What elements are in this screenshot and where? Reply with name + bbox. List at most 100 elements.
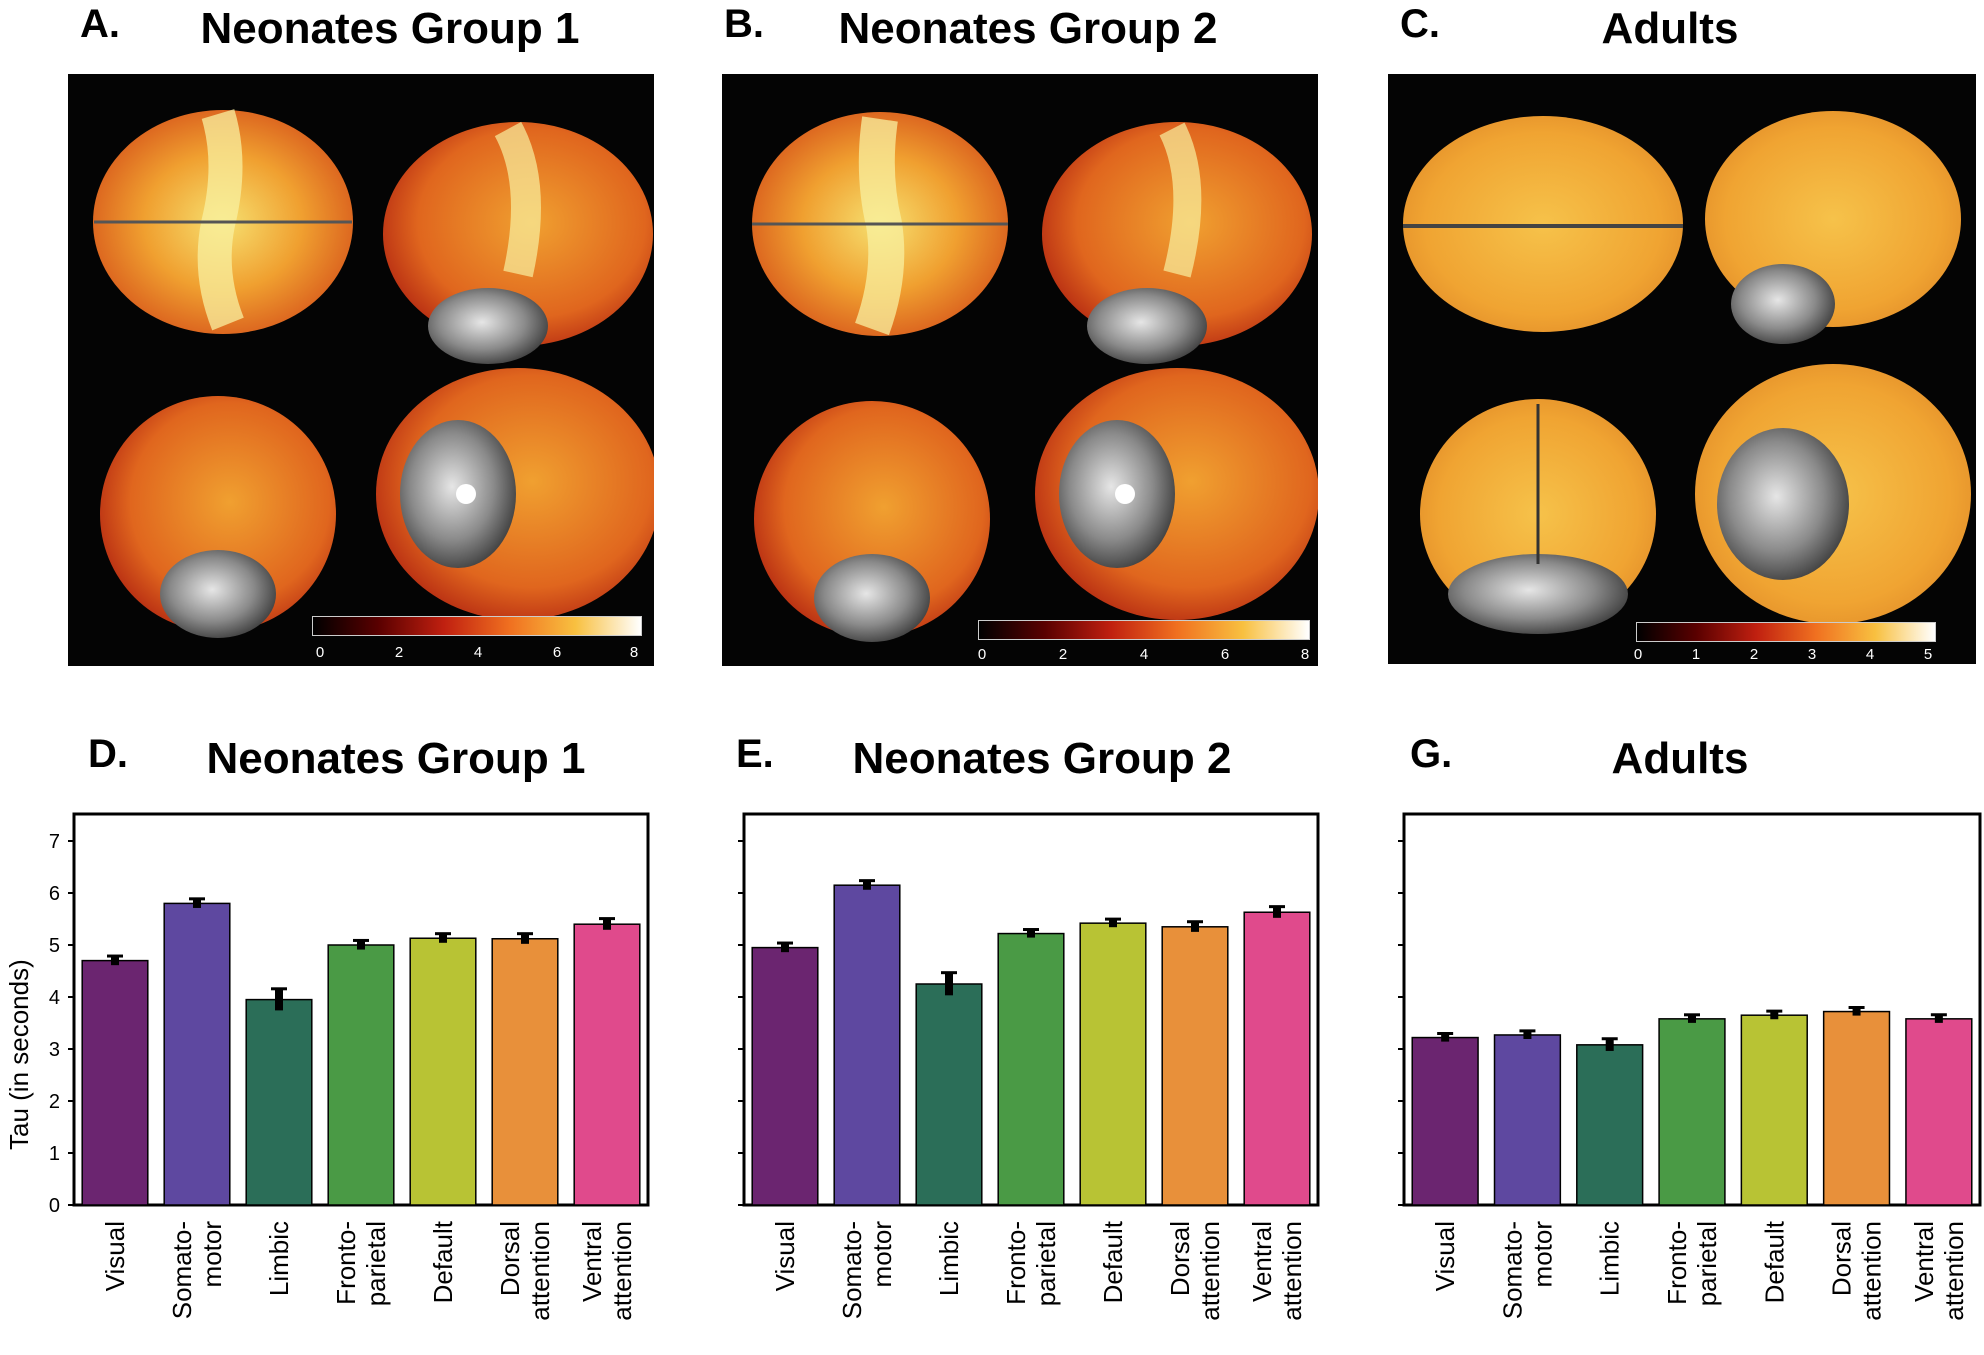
x-tick-label-line: motor <box>1527 1221 1557 1288</box>
x-tick-label-line: Visual <box>1430 1221 1460 1291</box>
x-tick-label: Default <box>1098 1220 1128 1303</box>
x-tick-label: Ventral attention <box>1909 1221 1969 1321</box>
colorbar-tick: 0 <box>315 644 325 661</box>
x-tick-label: Visual <box>100 1221 130 1291</box>
colorbar-tick: 0 <box>977 646 987 663</box>
x-tick-label-line: Somato- <box>1497 1221 1527 1319</box>
x-tick-label-line: Fronto- <box>1662 1221 1692 1305</box>
panel-letter-d: D. <box>88 732 128 776</box>
y-tick-label: 5 <box>49 935 60 957</box>
bar <box>81 959 149 1206</box>
bar <box>409 937 477 1206</box>
colorbar-tick: 2 <box>1749 646 1759 663</box>
x-tick-label: Default <box>1759 1220 1789 1303</box>
bar <box>1079 922 1147 1206</box>
x-tick-label: Default <box>428 1220 458 1303</box>
bar-chart-e: Visual Somato-motor Limbic Fronto-parietal D… <box>738 812 1320 1321</box>
x-tick-label-line: Dorsal <box>1827 1221 1857 1296</box>
brain-renderings-b <box>752 112 1318 642</box>
bar <box>997 932 1065 1206</box>
x-tick-label-line: Dorsal <box>1165 1221 1195 1296</box>
x-tick-label-line: Somato- <box>837 1221 867 1319</box>
x-tick-label: Visual <box>1430 1221 1460 1291</box>
x-tick-label-line: attention <box>1277 1221 1307 1321</box>
bar <box>245 998 313 1206</box>
panel-title-d: Neonates Group 1 <box>206 734 586 783</box>
bar <box>1740 1014 1808 1206</box>
x-tick-label-line: Ventral <box>577 1221 607 1302</box>
colorbar-tick: 4 <box>473 644 483 661</box>
x-tick-label-line: Limbic <box>934 1221 964 1296</box>
brain-renderings-c <box>1403 111 1971 634</box>
brain-image-panel-b: 0 2 4 6 8 <box>722 74 1318 666</box>
x-tick-label-line: attention <box>1857 1221 1887 1321</box>
bar <box>1243 911 1311 1206</box>
bar <box>1576 1044 1644 1206</box>
x-tick-label-line: Visual <box>770 1221 800 1291</box>
panel-title-e: Neonates Group 2 <box>852 734 1232 783</box>
x-tick-label: Somato-motor <box>1497 1221 1557 1320</box>
bar <box>751 946 819 1206</box>
x-tick-label-line: Default <box>1759 1220 1789 1303</box>
x-tick-label: Limbic <box>264 1221 294 1296</box>
bar <box>915 983 983 1206</box>
colorbar-tick: 5 <box>1923 646 1933 663</box>
x-tick-label: Visual <box>770 1221 800 1291</box>
x-tick-label-line: Dorsal <box>495 1221 525 1296</box>
bar <box>573 923 641 1206</box>
colorbar-tick: 1 <box>1691 646 1701 663</box>
bar <box>1905 1018 1973 1206</box>
x-tick-label-line: attention <box>1939 1221 1969 1321</box>
bar <box>163 902 231 1206</box>
panel-title-a: Neonates Group 1 <box>200 4 580 53</box>
x-tick-label-line: attention <box>1195 1221 1225 1321</box>
panel-letter-a: A. <box>80 2 120 46</box>
colorbar-tick: 2 <box>1058 646 1068 663</box>
x-tick-label-line: parietal <box>361 1221 391 1306</box>
x-tick-label: Fronto-parietal <box>1001 1221 1061 1306</box>
panel-letter-b: B. <box>724 2 764 46</box>
colorbar-tick: 4 <box>1139 646 1149 663</box>
bar <box>833 884 901 1206</box>
colorbar-tick: 6 <box>552 644 562 661</box>
colorbar-c <box>1636 622 1936 642</box>
panel-letter-e: E. <box>736 732 774 776</box>
x-tick-label: Fronto-parietal <box>331 1221 391 1306</box>
bar-chart-g: Visual Somato-motor Limbic Fronto-parietal D… <box>1398 812 1982 1321</box>
x-tick-label: Dorsal attention <box>495 1221 555 1321</box>
x-tick-label: Somato-motor <box>167 1221 227 1320</box>
y-tick-label: 0 <box>49 1195 60 1217</box>
x-tick-label-line: Fronto- <box>331 1221 361 1305</box>
panel-letter-c: C. <box>1400 2 1440 46</box>
x-tick-label-line: Default <box>1098 1220 1128 1303</box>
colorbar-tick: 2 <box>394 644 404 661</box>
bar <box>491 938 559 1206</box>
x-tick-label-line: parietal <box>1692 1221 1722 1306</box>
colorbar-tick: 3 <box>1807 646 1817 663</box>
colorbar-b <box>978 620 1310 640</box>
colorbar-tick: 0 <box>1633 646 1643 663</box>
colorbar-tick: 4 <box>1865 646 1875 663</box>
x-tick-label-line: Fronto- <box>1001 1221 1031 1305</box>
bar <box>1411 1036 1479 1206</box>
x-tick-label-line: Visual <box>100 1221 130 1291</box>
y-tick-label: 2 <box>49 1091 60 1113</box>
panel-title-c: Adults <box>1601 4 1739 53</box>
colorbar-a <box>312 616 642 636</box>
brain-renderings-a <box>93 109 654 638</box>
bar <box>1822 1010 1891 1206</box>
y-tick-label: 4 <box>49 987 60 1009</box>
x-tick-label-line: Limbic <box>1595 1221 1625 1296</box>
bar <box>1658 1018 1726 1206</box>
x-tick-label: Dorsal attention <box>1165 1221 1225 1321</box>
x-tick-label-line: Somato- <box>167 1221 197 1319</box>
colorbar-tick: 8 <box>1300 646 1310 663</box>
x-tick-label-line: Default <box>428 1220 458 1303</box>
x-tick-label-line: attention <box>525 1221 555 1321</box>
x-tick-label: Fronto-parietal <box>1662 1221 1722 1306</box>
x-tick-label: Limbic <box>934 1221 964 1296</box>
panel-title-b: Neonates Group 2 <box>838 4 1218 53</box>
x-tick-label-line: Limbic <box>264 1221 294 1296</box>
panel-title-g: Adults <box>1611 734 1749 783</box>
bar-chart-d: 0 1 2 3 4 5 6 7 Visual Somato-motor Limbic Fronto-p… <box>49 812 650 1321</box>
